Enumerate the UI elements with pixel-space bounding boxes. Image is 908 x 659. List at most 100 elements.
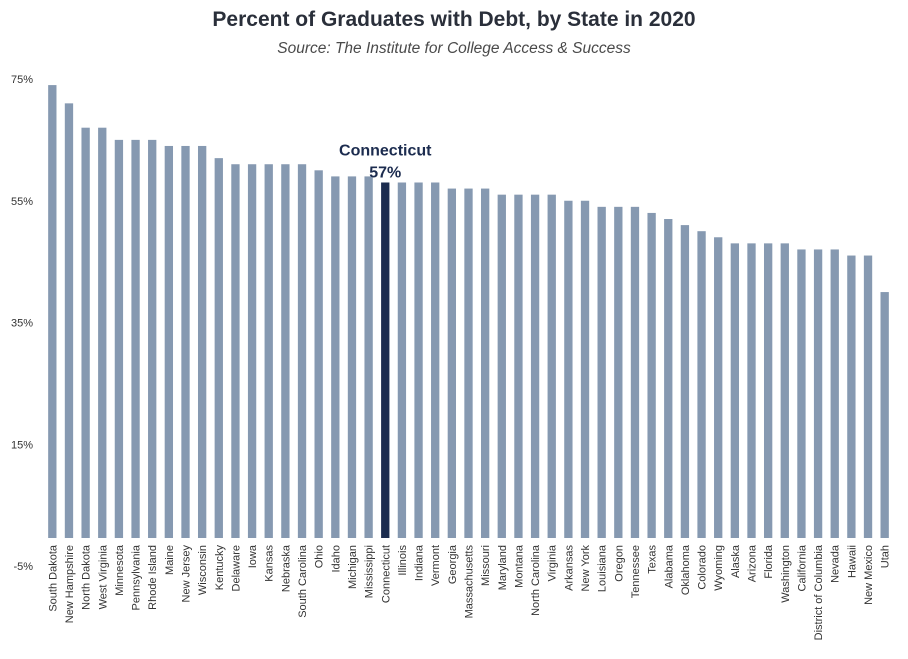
bar-connecticut <box>381 182 390 539</box>
bar-vermont <box>431 182 440 539</box>
x-tick-label: Wisconsin <box>197 545 209 595</box>
bar-michigan <box>347 176 357 538</box>
x-tick-label: North Carolina <box>530 544 542 616</box>
y-tick-label: 35% <box>11 318 33 330</box>
y-tick-label: 15% <box>11 439 33 451</box>
bar-mississippi <box>364 176 373 538</box>
bar-washington <box>780 243 789 539</box>
x-tick-label: Indiana <box>414 544 426 581</box>
bar-new-hampshire <box>64 103 74 538</box>
bar-oregon <box>614 206 623 538</box>
bar-alabama <box>664 219 673 538</box>
x-tick-label: Kansas <box>264 545 276 582</box>
bar-texas <box>647 212 656 538</box>
x-tick-label: Michigan <box>347 545 359 589</box>
x-tick-label: Louisiana <box>597 544 609 592</box>
bar-nevada <box>830 249 839 538</box>
x-tick-label: Nebraska <box>280 544 292 592</box>
bar-louisiana <box>597 206 606 538</box>
x-tick-label: New Mexico <box>863 545 875 605</box>
bar-kansas <box>264 164 273 539</box>
bar-ohio <box>314 170 323 538</box>
bar-delaware <box>231 164 240 539</box>
x-tick-label: Oregon <box>613 545 625 582</box>
bar-new-mexico <box>863 255 873 539</box>
bar-new-jersey <box>181 145 190 538</box>
x-tick-label: Minnesota <box>114 544 126 596</box>
bar-virginia <box>547 194 556 538</box>
bar-district-of-columbia <box>813 249 823 538</box>
bar-georgia <box>447 188 457 538</box>
bar-south-dakota <box>48 85 57 538</box>
bar-south-carolina <box>297 164 307 539</box>
y-tick-label: -5% <box>13 561 33 573</box>
x-tick-label: Rhode Island <box>147 545 159 610</box>
x-tick-label: Connecticut <box>380 545 392 603</box>
bar-north-carolina <box>530 194 540 538</box>
bar-arizona <box>747 243 756 539</box>
x-tick-label: Kentucky <box>214 545 226 591</box>
bar-oklahoma <box>680 225 690 538</box>
x-tick-label: Massachusetts <box>464 545 476 619</box>
bar-iowa <box>247 164 257 539</box>
bar-pennsylvania <box>131 139 140 539</box>
x-tick-label: Idaho <box>330 545 342 573</box>
bar-idaho <box>331 176 340 538</box>
bar-indiana <box>414 182 423 539</box>
bar-nebraska <box>281 164 290 539</box>
bar-florida <box>763 243 773 539</box>
bar-colorado <box>697 231 706 538</box>
x-tick-label: Mississippi <box>364 545 376 598</box>
bar-maine <box>164 145 174 538</box>
x-tick-label: South Carolina <box>297 544 309 618</box>
x-tick-label: Virginia <box>547 544 559 581</box>
x-tick-label: Iowa <box>247 544 259 568</box>
x-tick-label: New York <box>580 545 592 592</box>
x-tick-label: Florida <box>763 544 775 579</box>
x-tick-label: South Dakota <box>47 544 59 612</box>
bar-kentucky <box>214 158 223 538</box>
bar-new-york <box>580 200 590 538</box>
x-tick-label: Oklahoma <box>680 544 692 595</box>
bar-west-virginia <box>98 127 107 538</box>
x-tick-label: Delaware <box>230 545 242 591</box>
x-tick-label: West Virginia <box>97 544 109 609</box>
x-tick-label: District of Columbia <box>813 544 825 640</box>
x-tick-label: Tennessee <box>630 545 642 598</box>
bar-wyoming <box>714 237 723 538</box>
bar-montana <box>514 194 523 538</box>
x-tick-label: North Dakota <box>81 544 93 610</box>
bar-alaska <box>730 243 740 539</box>
bar-tennessee <box>630 206 640 538</box>
bar-california <box>797 249 806 538</box>
x-tick-label: Montana <box>513 544 525 588</box>
x-tick-label: Alaska <box>730 544 742 578</box>
bar-massachusetts <box>464 188 473 538</box>
bar-missouri <box>480 188 490 538</box>
y-tick-label: 55% <box>11 196 33 208</box>
highlight-value-label: 57% <box>369 164 401 181</box>
bar-minnesota <box>114 139 124 539</box>
x-tick-label: Maryland <box>497 545 509 590</box>
bar-illinois <box>397 182 407 539</box>
bar-arkansas <box>564 200 573 538</box>
x-tick-label: Illinois <box>397 545 409 576</box>
x-tick-label: New Hampshire <box>64 545 76 623</box>
bar-wisconsin <box>197 145 207 538</box>
x-tick-label: Washington <box>780 545 792 603</box>
x-tick-label: Texas <box>647 545 659 574</box>
bar-maryland <box>497 194 506 538</box>
x-tick-label: Pennsylvania <box>131 544 143 610</box>
x-tick-label: Ohio <box>314 545 326 568</box>
x-tick-label: Maine <box>164 545 176 575</box>
y-tick-label: 75% <box>11 74 33 86</box>
x-tick-label: California <box>796 544 808 591</box>
bar-rhode-island <box>148 139 157 539</box>
bar-hawaii <box>847 255 856 539</box>
x-tick-label: Arizona <box>747 544 759 582</box>
x-tick-label: New Jersey <box>181 545 193 603</box>
x-tick-label: Georgia <box>447 544 459 584</box>
highlight-label: Connecticut <box>339 142 432 159</box>
